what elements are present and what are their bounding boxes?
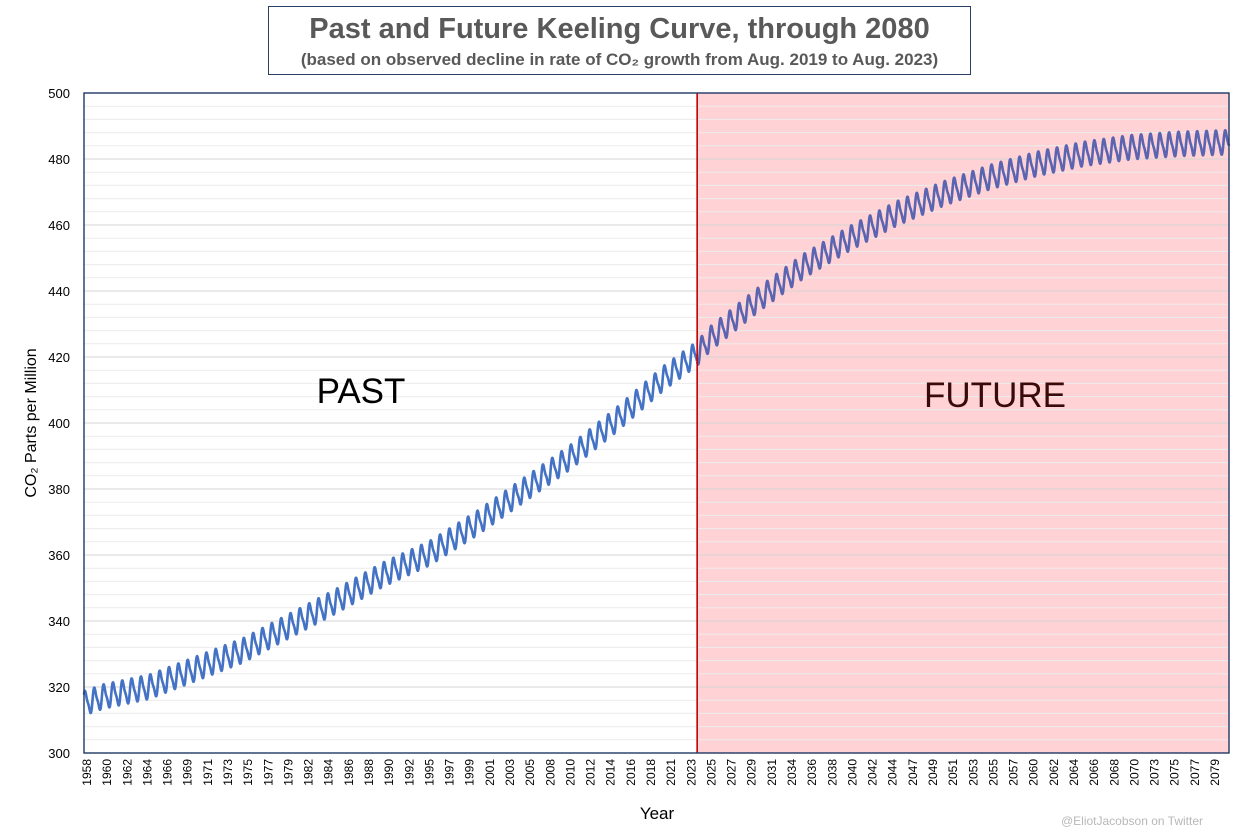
- x-tick-label: 2001: [483, 759, 497, 786]
- grid-major: [84, 158, 1229, 688]
- x-tick-label: 2010: [563, 759, 577, 786]
- x-tick-label: 2070: [1127, 759, 1141, 786]
- y-tick-label: 400: [48, 416, 70, 431]
- x-tick-label: 2060: [1027, 759, 1041, 786]
- y-tick-label: 500: [48, 86, 70, 101]
- x-tick-label: 2025: [704, 759, 718, 786]
- x-tick-label: 1977: [261, 759, 275, 786]
- x-tick-label: 1971: [201, 759, 215, 786]
- x-tick-label: 1962: [120, 759, 134, 786]
- x-tick-label: 1966: [161, 759, 175, 786]
- x-tick-label: 1958: [80, 759, 94, 786]
- x-tick-label: 1964: [140, 759, 154, 786]
- x-tick-label: 2068: [1107, 759, 1121, 786]
- x-tick-label: 2036: [805, 759, 819, 786]
- x-tick-label: 2038: [825, 759, 839, 786]
- y-tick-label: 460: [48, 218, 70, 233]
- past-region-label: PAST: [317, 372, 406, 411]
- x-tick-label: 2034: [785, 759, 799, 786]
- y-tick-label: 420: [48, 350, 70, 365]
- x-tick-label: 2008: [543, 759, 557, 786]
- x-tick-label: 2012: [584, 759, 598, 786]
- x-tick-label: 2014: [604, 759, 618, 786]
- x-tick-label: 1975: [241, 759, 255, 786]
- y-tick-label: 360: [48, 548, 70, 563]
- x-tick-label: 2053: [966, 759, 980, 786]
- region-labels: PAST FUTURE: [317, 372, 1066, 415]
- x-tick-label: 2057: [1007, 759, 1021, 786]
- y-axis-ticks: 300 320 340 360 380 400 420 440 460 480 500: [48, 86, 70, 761]
- x-tick-label: 1960: [100, 759, 114, 786]
- future-co2-series: [695, 128, 1231, 366]
- x-tick-label: 2079: [1208, 759, 1222, 786]
- x-tick-label: 1999: [463, 759, 477, 786]
- x-axis-label: Year: [640, 804, 675, 823]
- x-tick-label: 2031: [765, 759, 779, 786]
- y-axis-label: CO₂ Parts per Million: [23, 348, 40, 497]
- x-tick-label: 1990: [382, 759, 396, 786]
- y-tick-label: 480: [48, 152, 70, 167]
- x-tick-label: 2055: [986, 759, 1000, 786]
- chart-title: Past and Future Keeling Curve, through 2…: [309, 13, 930, 45]
- x-tick-label: 2016: [624, 759, 638, 786]
- x-tick-label: 1995: [422, 759, 436, 786]
- x-tick-label: 2023: [684, 759, 698, 786]
- x-tick-label: 2066: [1087, 759, 1101, 786]
- x-tick-label: 2051: [946, 759, 960, 786]
- x-tick-label: 2075: [1168, 759, 1182, 786]
- past-co2-series: [82, 343, 699, 715]
- chart-subtitle: (based on observed decline in rate of CO…: [300, 50, 939, 69]
- x-tick-label: 1969: [181, 759, 195, 786]
- x-tick-label: 2042: [866, 759, 880, 786]
- chart-title-box: Past and Future Keeling Curve, through 2…: [268, 6, 971, 75]
- y-tick-label: 340: [48, 614, 70, 629]
- x-tick-label: 2064: [1067, 759, 1081, 786]
- x-tick-label: 2077: [1188, 759, 1202, 786]
- x-tick-label: 1986: [342, 759, 356, 786]
- x-tick-label: 2044: [886, 759, 900, 786]
- x-tick-label: 2021: [664, 759, 678, 786]
- x-tick-label: 1973: [221, 759, 235, 786]
- x-tick-label: 1988: [362, 759, 376, 786]
- x-tick-label: 2005: [523, 759, 537, 786]
- x-tick-label: 1992: [402, 759, 416, 786]
- x-tick-label: 2062: [1047, 759, 1061, 786]
- x-tick-label: 1997: [443, 759, 457, 786]
- x-tick-label: 2040: [845, 759, 859, 786]
- x-tick-label: 2049: [926, 759, 940, 786]
- y-tick-label: 380: [48, 482, 70, 497]
- y-tick-label: 300: [48, 746, 70, 761]
- x-tick-label: 1979: [281, 759, 295, 786]
- x-tick-label: 2073: [1148, 759, 1162, 786]
- x-axis-ticks: 1958 1960 1962 1964 1966 1969 1971 1973 1975 1977…: [80, 759, 1222, 786]
- x-tick-label: 1984: [322, 759, 336, 786]
- x-tick-label: 2027: [725, 759, 739, 786]
- y-tick-label: 440: [48, 284, 70, 299]
- future-region-label: FUTURE: [924, 376, 1066, 415]
- watermark: @EliotJacobson on Twitter: [1060, 814, 1203, 828]
- series-layer: [82, 128, 1231, 715]
- x-tick-label: 1982: [302, 759, 316, 786]
- x-tick-label: 2018: [644, 759, 658, 786]
- y-tick-label: 320: [48, 680, 70, 695]
- grid-minor: [84, 105, 1229, 741]
- x-tick-label: 2047: [906, 759, 920, 786]
- plot-frame: [83, 92, 1230, 754]
- x-tick-label: 2003: [503, 759, 517, 786]
- x-tick-label: 2029: [745, 759, 759, 786]
